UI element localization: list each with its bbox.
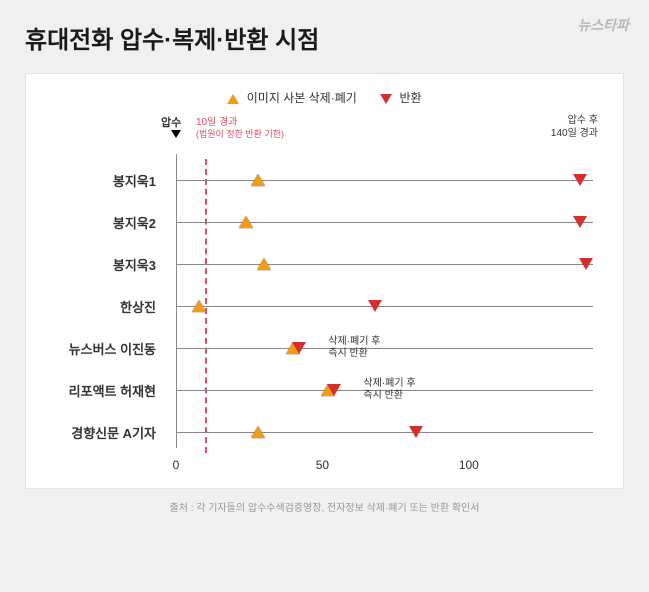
legend-return: 반환 — [380, 89, 421, 106]
row-label: 봉지욱3 — [46, 255, 166, 274]
grid-line — [176, 238, 177, 280]
row-track — [166, 201, 603, 243]
inline-note: 삭제·폐기 후즉시 반환 — [363, 378, 415, 402]
end-note: 압수 후 140일 경과 — [551, 114, 598, 140]
legend-delete-label: 이미지 사본 삭제·폐기 — [247, 91, 357, 105]
deadline-main: 10일 경과 — [196, 116, 284, 129]
inline-note: 삭제·폐기 후즉시 반환 — [328, 336, 380, 360]
baseline — [176, 306, 593, 307]
return-marker-icon — [409, 426, 423, 438]
logo: 뉴스타파 — [577, 15, 629, 35]
baseline — [176, 348, 593, 349]
rows: 봉지욱1봉지욱2봉지욱3한상진뉴스버스 이진동삭제·폐기 후즉시 반환리포액트 … — [46, 159, 603, 453]
delete-marker-icon — [257, 258, 271, 270]
table-row: 경향신문 A기자 — [46, 411, 603, 453]
row-track — [166, 243, 603, 285]
grid-line — [176, 154, 177, 196]
delete-marker-icon — [239, 216, 253, 228]
seizure-label: 압수 — [161, 114, 181, 130]
table-row: 봉지욱2 — [46, 201, 603, 243]
return-marker-icon — [573, 216, 587, 228]
baseline — [176, 180, 593, 181]
row-track: 삭제·폐기 후즉시 반환 — [166, 327, 603, 369]
baseline — [176, 432, 593, 433]
legend: 이미지 사본 삭제·폐기 반환 — [46, 89, 603, 106]
row-track: 삭제·폐기 후즉시 반환 — [166, 369, 603, 411]
row-track — [166, 411, 603, 453]
row-label: 뉴스버스 이진동 — [46, 339, 166, 358]
table-row: 뉴스버스 이진동 삭제·폐기 후즉시 반환 — [46, 327, 603, 369]
end-note-1: 압수 후 — [551, 114, 598, 127]
axis-header: 압수 10일 경과 (법원이 정한 반환 기한) 압수 후 140일 경과 — [46, 114, 603, 159]
legend-delete: 이미지 사본 삭제·폐기 — [227, 89, 356, 106]
chart-area: 이미지 사본 삭제·폐기 반환 압수 10일 경과 (법원이 정한 반환 기한)… — [25, 73, 624, 489]
return-marker-icon — [579, 258, 593, 270]
row-label: 봉지욱1 — [46, 171, 166, 190]
row-label: 봉지욱2 — [46, 213, 166, 232]
end-note-2: 140일 경과 — [551, 127, 598, 140]
grid-line — [176, 364, 177, 406]
delete-marker-icon — [251, 174, 265, 186]
return-marker-icon — [573, 174, 587, 186]
row-track — [166, 159, 603, 201]
row-track — [166, 285, 603, 327]
row-label: 한상진 — [46, 297, 166, 316]
return-marker-icon — [327, 384, 341, 396]
delete-marker-icon — [251, 426, 265, 438]
return-marker-icon — [292, 342, 306, 354]
x-tick: 0 — [173, 458, 180, 472]
table-row: 한상진 — [46, 285, 603, 327]
table-row: 리포액트 허재현 삭제·폐기 후즉시 반환 — [46, 369, 603, 411]
grid-line — [176, 406, 177, 448]
source-text: 출처 : 각 기자들의 압수수색검증영장, 전자정보 삭제·폐기 또는 반환 확… — [25, 499, 624, 514]
chart-title: 휴대전화 압수·복제·반환 시점 — [25, 20, 624, 55]
row-label: 리포액트 허재현 — [46, 381, 166, 400]
deadline-label: 10일 경과 (법원이 정한 반환 기한) — [196, 116, 284, 141]
legend-return-label: 반환 — [399, 91, 421, 105]
grid-line — [176, 322, 177, 364]
chart-body: 압수 10일 경과 (법원이 정한 반환 기한) 압수 후 140일 경과 봉지… — [46, 114, 603, 478]
triangle-down-icon — [380, 94, 392, 104]
grid-line — [176, 280, 177, 322]
row-label: 경향신문 A기자 — [46, 423, 166, 442]
x-tick: 50 — [316, 458, 329, 472]
table-row: 봉지욱1 — [46, 159, 603, 201]
deadline-sub: (법원이 정한 반환 기한) — [196, 129, 284, 141]
delete-marker-icon — [192, 300, 206, 312]
triangle-up-icon — [227, 94, 239, 104]
return-marker-icon — [368, 300, 382, 312]
seizure-marker-icon — [171, 130, 181, 138]
x-axis: 0 50 100 — [166, 453, 596, 478]
baseline — [176, 264, 593, 265]
grid-line — [176, 196, 177, 238]
x-tick: 100 — [459, 458, 479, 472]
table-row: 봉지욱3 — [46, 243, 603, 285]
chart-container: 뉴스타파 휴대전화 압수·복제·반환 시점 이미지 사본 삭제·폐기 반환 압수… — [0, 0, 649, 592]
